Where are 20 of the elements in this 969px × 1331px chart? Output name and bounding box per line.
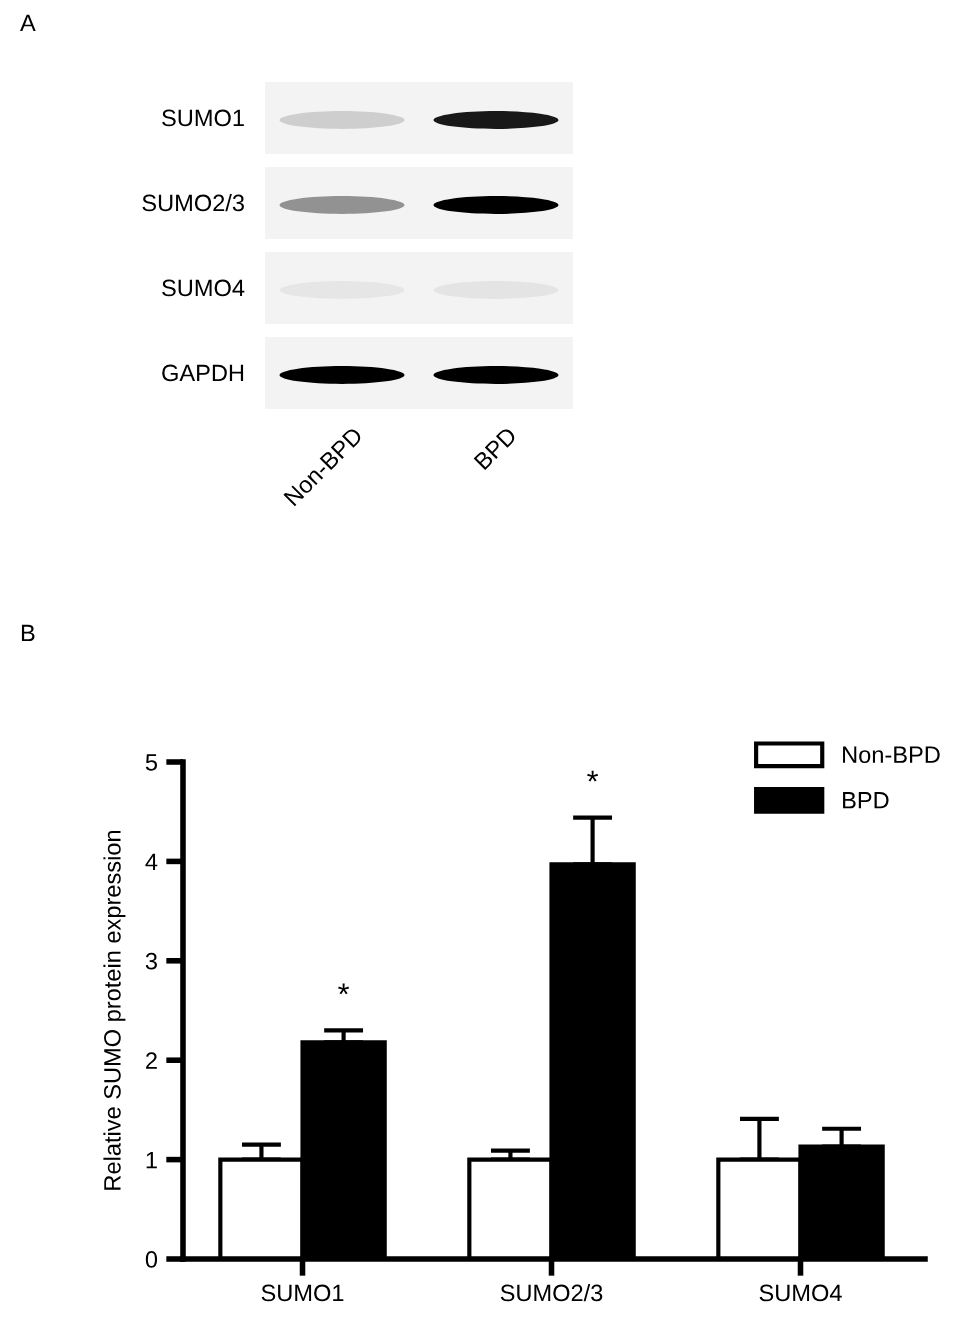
y-tick-label: 2 bbox=[146, 1052, 157, 1069]
x-tick-label: SUMO2/3 bbox=[500, 1284, 603, 1302]
chart-title: B bbox=[21, 624, 35, 642]
y-tick-label: 4 bbox=[145, 853, 158, 870]
text: A bbox=[20, 14, 36, 32]
x-tick-label: SUMO4 bbox=[759, 1284, 842, 1302]
y-tick-label: 1 bbox=[146, 1151, 157, 1169]
x-tick-label: SUMO1 bbox=[261, 1284, 344, 1302]
legend-label: BPD bbox=[843, 792, 889, 809]
legend-label: Non-BPD bbox=[843, 746, 940, 764]
y-axis-title: Relative SUMO protein expression bbox=[103, 830, 126, 1190]
annotation: * bbox=[338, 983, 350, 995]
category-label: SUMO2/3 bbox=[142, 194, 244, 212]
y-tick-label: 3 bbox=[145, 952, 157, 970]
y-tick-label: 0 bbox=[145, 1251, 158, 1268]
y-tick-label: 5 bbox=[145, 754, 158, 771]
category-label: SUMO4 bbox=[162, 279, 245, 297]
annotation: * bbox=[587, 770, 599, 782]
category-label: SUMO1 bbox=[162, 109, 244, 127]
category-label: GAPDH bbox=[162, 364, 244, 382]
